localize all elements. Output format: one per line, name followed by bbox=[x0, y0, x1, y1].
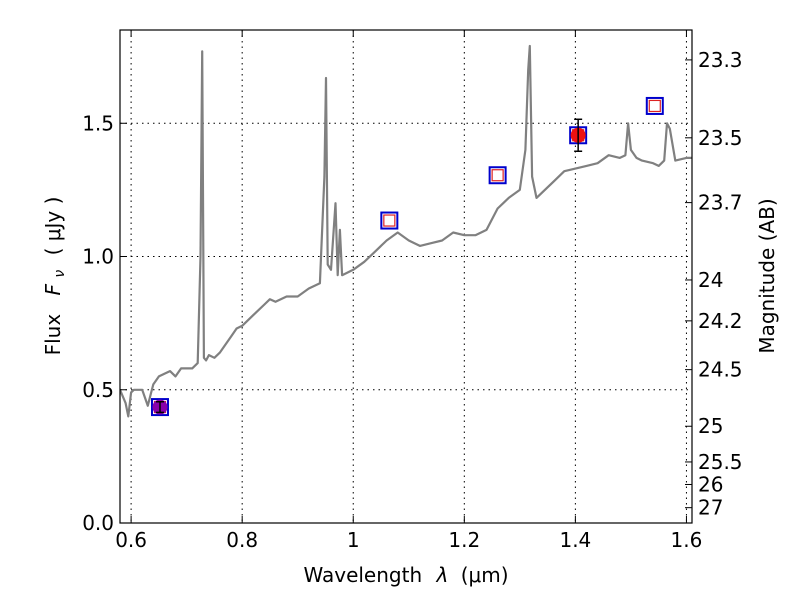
model-point-inner bbox=[491, 169, 504, 182]
x-tick-label: 1.4 bbox=[559, 528, 591, 552]
model-point-outer bbox=[380, 211, 399, 230]
x-tick-label: 1.6 bbox=[671, 528, 703, 552]
y2-tick-label: 23.3 bbox=[698, 48, 743, 72]
y-tick-label: 0.5 bbox=[82, 378, 114, 402]
x-tick-label: 1.2 bbox=[448, 528, 480, 552]
x-axis-label: Wavelength λ (μm) bbox=[303, 563, 508, 587]
x-tick-label: 0.8 bbox=[226, 528, 258, 552]
y2-tick-label: 23.7 bbox=[698, 191, 743, 215]
y2-tick-label: 24 bbox=[698, 268, 723, 292]
y-axis-label: Flux F ν ( μJy ) bbox=[41, 197, 69, 356]
model-point-outer bbox=[150, 398, 169, 417]
y2-tick-label: 24.2 bbox=[698, 309, 743, 333]
model-point-outer bbox=[488, 166, 507, 185]
y2-tick-label: 25 bbox=[698, 414, 723, 438]
y2-tick-label: 24.5 bbox=[698, 358, 743, 382]
y2-tick-label: 23.5 bbox=[698, 126, 743, 150]
y2-tick-label: 25.5 bbox=[698, 450, 743, 474]
x-tick-label: 0.6 bbox=[115, 528, 147, 552]
gridlines bbox=[120, 30, 692, 524]
model-point-outer bbox=[645, 96, 664, 115]
y-tick-label: 1.0 bbox=[82, 245, 114, 269]
y2-axis-label: Magnitude (AB) bbox=[755, 198, 779, 353]
axis-ticks: 0.6 0.8 1 1.2 1.4 1.6 0.0 0.5 1.0 1.5 23.3 23.5 23.7… bbox=[82, 30, 743, 552]
y2-tick-label: 27 bbox=[698, 496, 723, 520]
y-tick-label: 1.5 bbox=[82, 111, 114, 135]
model-point-inner bbox=[383, 214, 396, 227]
plot-frame bbox=[119, 29, 693, 524]
photometry-points bbox=[150, 96, 664, 417]
model-point-inner bbox=[648, 99, 661, 113]
y-tick-label: 0.0 bbox=[82, 511, 114, 535]
y2-tick-label: 26 bbox=[698, 472, 723, 496]
x-tick-label: 1 bbox=[347, 528, 360, 552]
spectrum-line bbox=[120, 44, 692, 418]
spectrum-series bbox=[120, 44, 692, 418]
